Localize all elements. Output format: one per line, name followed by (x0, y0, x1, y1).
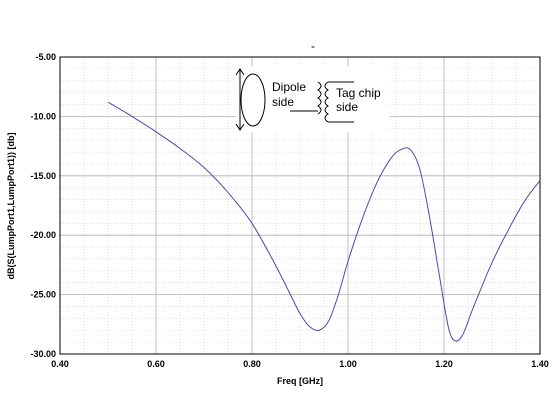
y-axis-title: dB(S(LumpPort1,LumpPort1)) [db] (6, 133, 16, 280)
arrow-down-icon (235, 123, 245, 131)
y-tick-label: -5.00 (35, 52, 56, 62)
inset-tagchip-label: Tag chip (336, 86, 381, 100)
inset-tagchip-side-label: side (336, 100, 358, 114)
series-line (107, 101, 541, 342)
inset-dipole-label: Dipole (272, 80, 306, 94)
x-tick-label: 0.40 (51, 359, 69, 369)
arrow-up-icon (235, 68, 245, 76)
y-tick-label: -20.00 (30, 230, 56, 240)
y-tick-label: -30.00 (30, 349, 56, 359)
x-tick-label: 0.60 (147, 359, 165, 369)
y-tick-label: -15.00 (30, 171, 56, 181)
primary-coil-icon (317, 81, 322, 115)
x-tick-label: 1.00 (339, 359, 357, 369)
secondary-coil-icon (324, 81, 329, 123)
plot-frame (59, 56, 541, 355)
x-tick-label: 1.20 (435, 359, 453, 369)
x-tick-label: 0.80 (243, 359, 261, 369)
x-tick-label: 1.40 (531, 359, 549, 369)
x-tick-labels: 0.40 0.60 0.80 1.00 1.20 1.40 (51, 359, 549, 369)
y-tick-labels: -5.00 -10.00 -15.00 -20.00 -25.00 -30.00 (30, 52, 56, 359)
y-tick-label: -10.00 (30, 111, 56, 121)
y-tick-label: -25.00 (30, 290, 56, 300)
chart-title: - (311, 39, 315, 53)
antenna-inset: Dipole side Tag chip side (235, 66, 390, 132)
dipole-loop-icon (240, 73, 266, 127)
inset-background (236, 66, 390, 132)
inset-dipole-side-label: side (272, 95, 294, 109)
x-axis-title: Freq [GHz] (277, 376, 323, 386)
